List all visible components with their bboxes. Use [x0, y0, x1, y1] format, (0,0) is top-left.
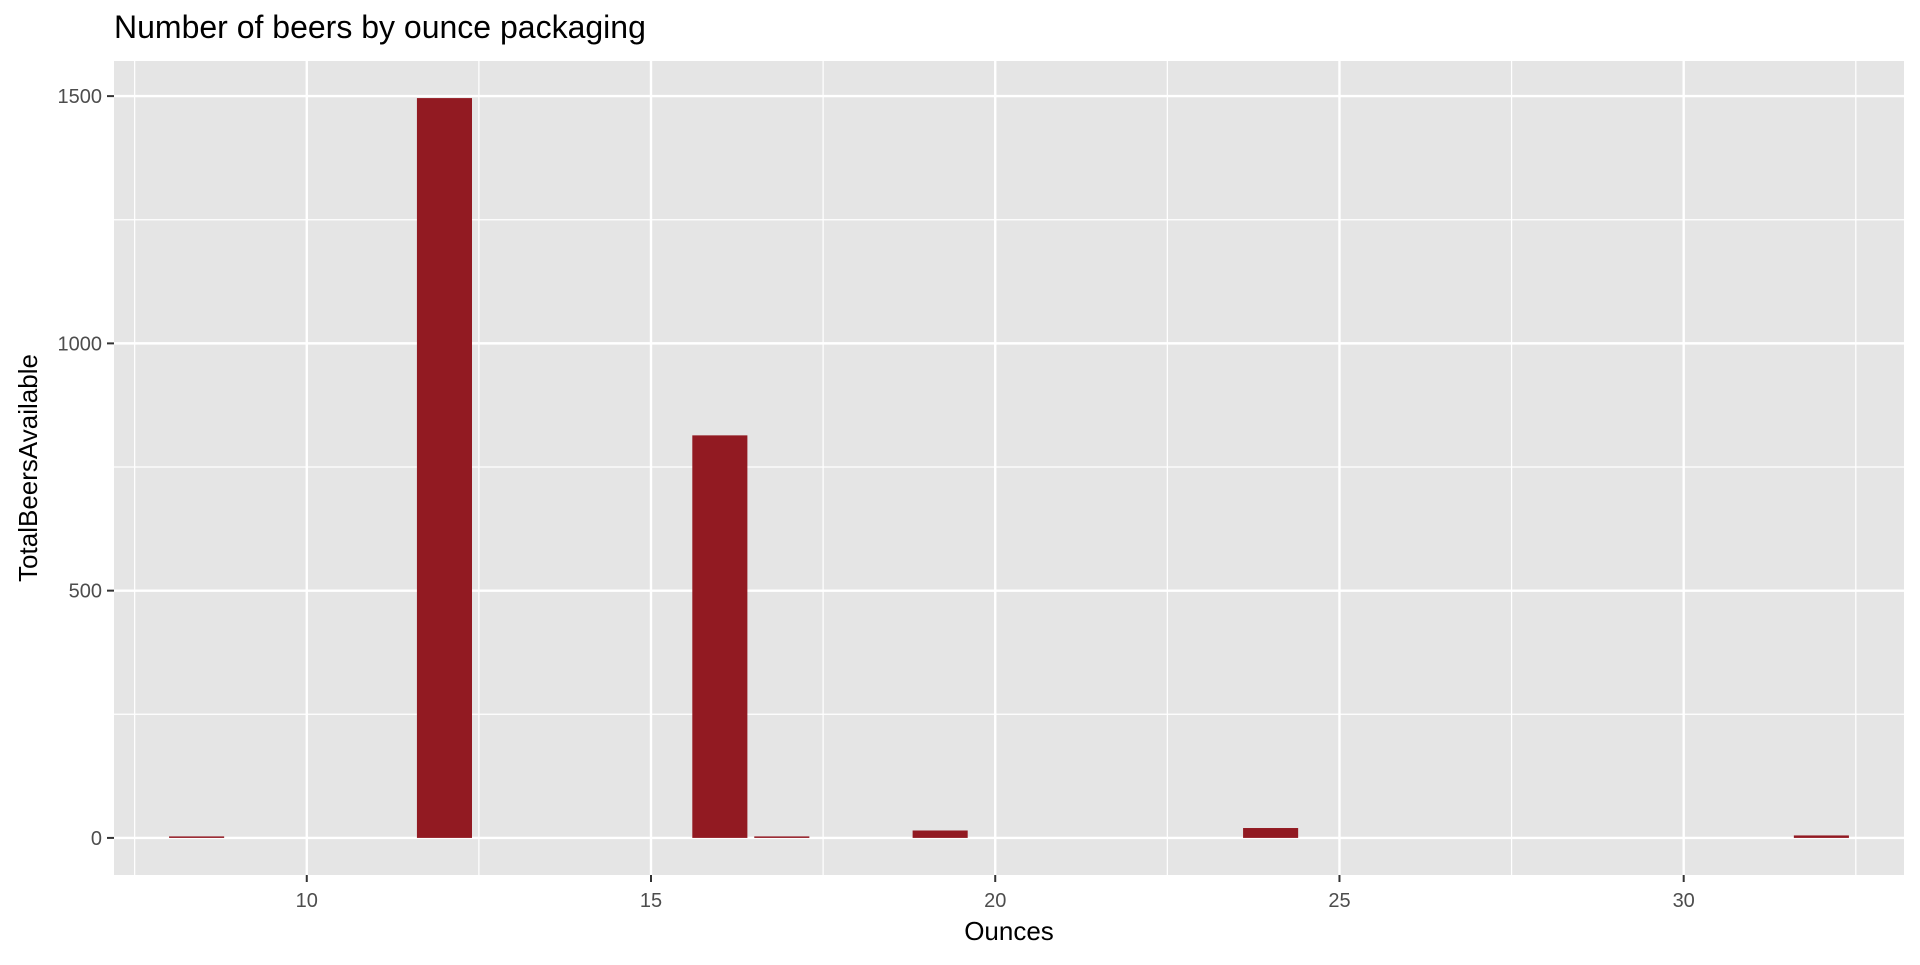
- y-tick-label: 0: [91, 828, 102, 850]
- y-tick-label: 1000: [58, 333, 103, 355]
- minor-gridlines: [114, 61, 1904, 875]
- y-axis-label: TotalBeersAvailable: [13, 354, 43, 582]
- bar: [912, 830, 968, 838]
- x-tick-label: 20: [984, 890, 1006, 912]
- x-tick-label: 15: [640, 890, 662, 912]
- bar: [692, 435, 748, 838]
- bar: [1243, 828, 1299, 838]
- y-axis: 0 500 1000 1500: [58, 86, 114, 850]
- major-gridlines: [114, 61, 1904, 875]
- x-tick-label: 10: [296, 890, 318, 912]
- bars-group: [169, 98, 1849, 838]
- bar: [416, 98, 472, 838]
- x-axis: 10 15 20 25 30: [296, 875, 1695, 912]
- x-tick-label: 25: [1328, 890, 1350, 912]
- chart-title: Number of beers by ounce packaging: [114, 9, 646, 45]
- x-tick-label: 30: [1673, 890, 1695, 912]
- bar: [754, 836, 810, 838]
- y-tick-label: 500: [69, 581, 102, 603]
- y-tick-label: 1500: [58, 86, 103, 108]
- bar: [169, 836, 225, 838]
- plot-panel: [114, 61, 1904, 875]
- x-axis-label: Ounces: [964, 916, 1054, 946]
- bar: [1793, 835, 1849, 838]
